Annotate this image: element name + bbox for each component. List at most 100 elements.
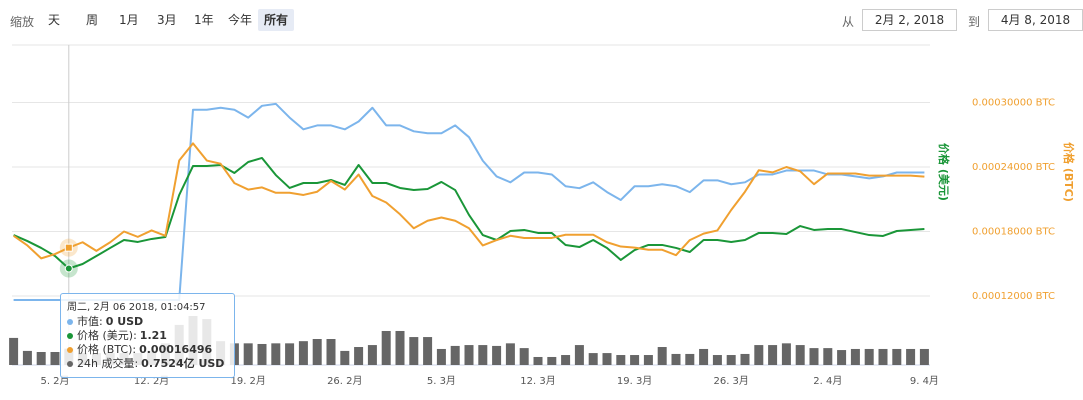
- volume-bar: [312, 339, 322, 365]
- tooltip-value: 0.7524亿 USD: [141, 357, 225, 370]
- volume-bar: [450, 345, 460, 365]
- volume-bar: [809, 348, 819, 365]
- volume-bar: [657, 347, 667, 365]
- y-tick-label: 0.00030000 BTC: [972, 98, 1055, 109]
- volume-bar: [326, 339, 336, 365]
- series-line: [13, 142, 925, 260]
- hover-marker: [64, 264, 73, 273]
- zoom-button[interactable]: 1月: [119, 13, 139, 27]
- volume-bar: [643, 355, 653, 365]
- volume-bar: [768, 345, 778, 365]
- volume-bar: [533, 356, 543, 365]
- series-line: [13, 102, 925, 301]
- volume-bar: [671, 353, 681, 365]
- volume-bar: [257, 343, 267, 365]
- volume-bar: [409, 337, 419, 365]
- tooltip-label: 价格 (美元):: [77, 329, 137, 342]
- volume-bar: [892, 348, 902, 365]
- volume-bar: [298, 341, 308, 365]
- volume-bar: [354, 347, 364, 365]
- x-tick-label: 9. 4月: [910, 375, 939, 387]
- volume-bar: [271, 343, 281, 365]
- from-label: 从: [842, 15, 855, 29]
- tooltip-value: 0 USD: [105, 315, 144, 328]
- tooltip-label: 市值:: [77, 315, 103, 328]
- volume-bar: [340, 350, 350, 365]
- x-tick-label: 26. 3月: [713, 375, 748, 387]
- volume-bar: [367, 345, 377, 365]
- tooltip-row: 价格 (BTC): 0.00016496: [67, 343, 228, 357]
- zoom-button[interactable]: 天: [48, 13, 61, 27]
- zoom-button[interactable]: 周: [86, 13, 99, 27]
- tooltip-date: 周二, 2月 06 2018, 01:04:57: [67, 302, 206, 313]
- zoom-button[interactable]: 所有: [258, 9, 295, 31]
- zoom-label: 缩放: [10, 15, 35, 29]
- volume-bar: [823, 348, 833, 365]
- volume-bar: [381, 330, 391, 365]
- volume-bar: [864, 348, 874, 365]
- tooltip-dot: [67, 319, 73, 325]
- volume-bar: [519, 348, 529, 365]
- tooltip-value: 1.21: [139, 329, 167, 342]
- tooltip-dot: [67, 361, 73, 367]
- x-tick-label: 5. 3月: [427, 375, 456, 387]
- volume-bar: [478, 345, 488, 365]
- volume-bar: [740, 353, 750, 365]
- volume-bar: [395, 330, 405, 365]
- volume-bar: [906, 348, 916, 365]
- tooltip-dot: [67, 347, 73, 353]
- from-input[interactable]: 2月 2, 2018: [862, 9, 957, 31]
- zoom-button[interactable]: 3月: [157, 13, 177, 27]
- zoom-button[interactable]: 今年: [228, 13, 253, 27]
- tooltip-row: 价格 (美元): 1.21: [67, 329, 228, 343]
- volume-bar: [9, 337, 19, 365]
- tooltip-label: 24h 成交量:: [77, 357, 139, 370]
- volume-bar: [837, 350, 847, 365]
- to-label: 到: [968, 15, 981, 29]
- hover-marker: [64, 243, 73, 252]
- volume-bar: [436, 348, 446, 365]
- volume-bar: [754, 345, 764, 365]
- volume-bar: [285, 343, 295, 365]
- axis-title: 价格 (美元): [937, 143, 951, 201]
- volume-bar: [602, 353, 612, 365]
- volume-bar: [795, 345, 805, 365]
- series-line: [13, 156, 925, 270]
- volume-bar: [699, 348, 709, 365]
- volume-bar: [464, 345, 474, 365]
- volume-bar: [919, 348, 929, 365]
- volume-bar: [850, 348, 860, 365]
- tooltip-dot: [67, 333, 73, 339]
- tooltip-label: 价格 (BTC):: [77, 343, 137, 356]
- volume-bar: [574, 345, 584, 365]
- zoom-button[interactable]: 1年: [194, 13, 214, 27]
- volume-bar: [22, 350, 32, 365]
- volume-bar: [588, 353, 598, 365]
- volume-bar: [547, 356, 557, 365]
- tooltip-row: 市值: 0 USD: [67, 315, 228, 329]
- volume-bar: [712, 355, 722, 365]
- volume-bar: [423, 337, 433, 365]
- x-tick-label: 19. 3月: [617, 375, 652, 387]
- volume-bar: [685, 353, 695, 365]
- tooltip-row: 24h 成交量: 0.7524亿 USD: [67, 357, 228, 371]
- volume-bar: [36, 352, 46, 365]
- x-tick-label: 12. 3月: [520, 375, 555, 387]
- y-tick-label: 0.00018000 BTC: [972, 227, 1055, 238]
- volume-bar: [561, 355, 571, 365]
- volume-bar: [878, 348, 888, 365]
- volume-bar: [505, 343, 515, 365]
- x-tick-label: 26. 2月: [327, 375, 362, 387]
- volume-bar: [726, 355, 736, 365]
- volume-bar: [616, 355, 626, 365]
- axis-title: 价格 (BTC): [1062, 142, 1076, 202]
- y-tick-label: 0.00012000 BTC: [972, 291, 1055, 302]
- x-tick-label: 5. 2月: [40, 375, 69, 387]
- volume-bar: [50, 352, 60, 365]
- volume-bar: [630, 355, 640, 365]
- to-input[interactable]: 4月 8, 2018: [988, 9, 1083, 31]
- volume-bar: [243, 343, 253, 365]
- x-tick-label: 12. 2月: [134, 375, 169, 387]
